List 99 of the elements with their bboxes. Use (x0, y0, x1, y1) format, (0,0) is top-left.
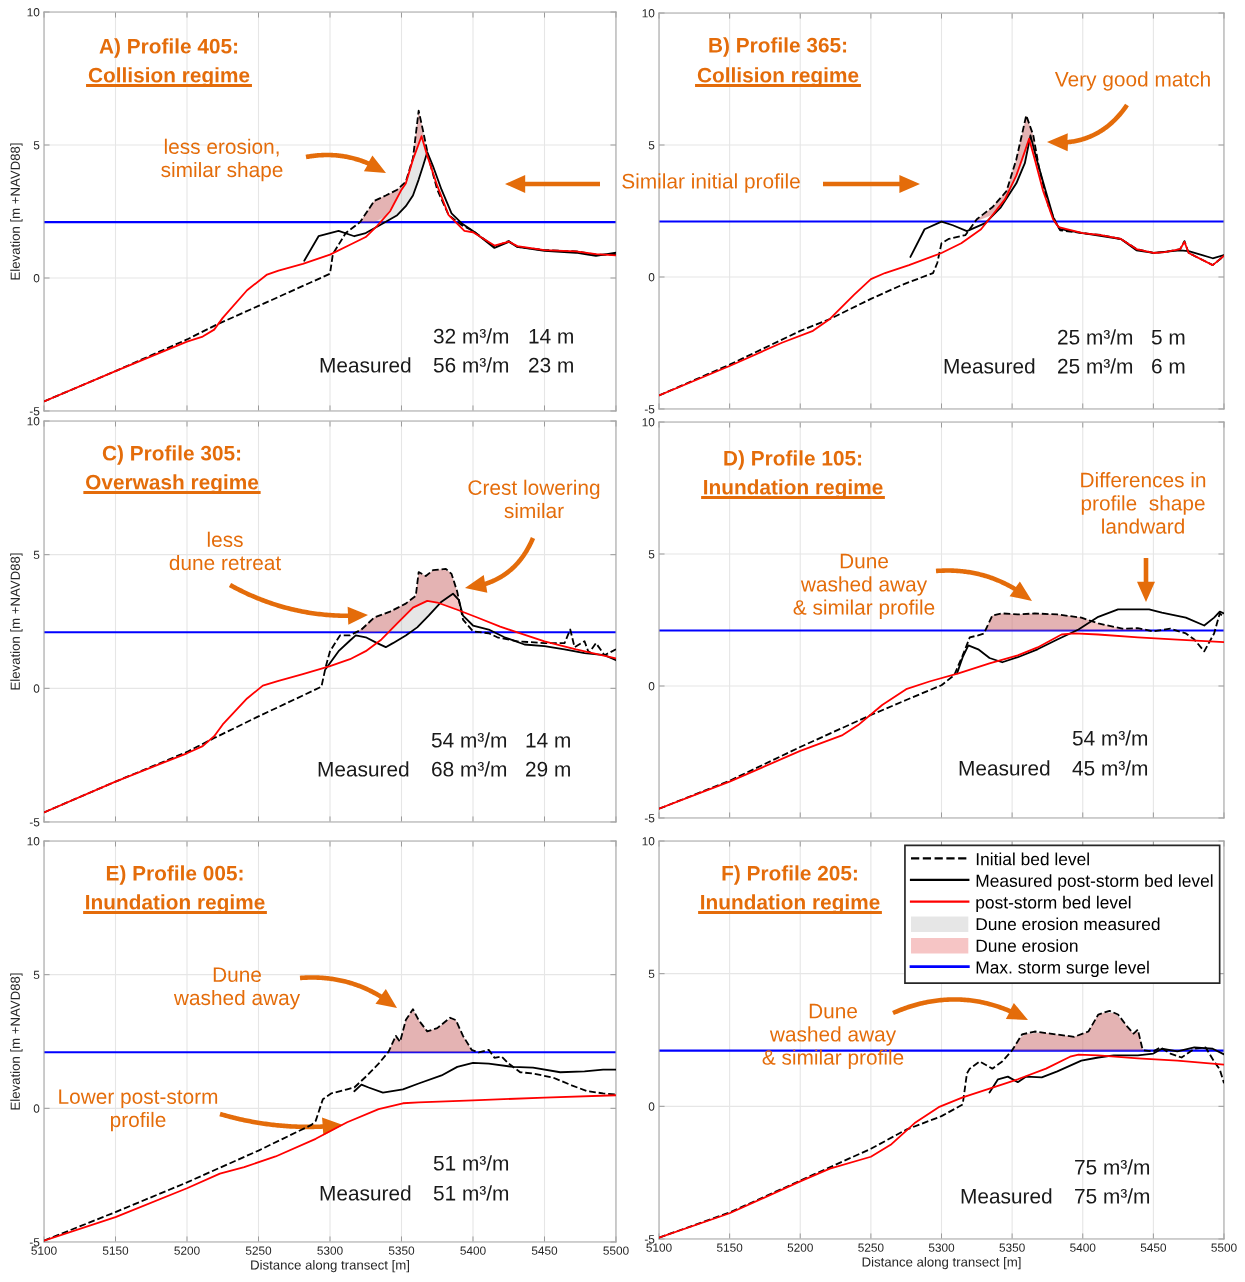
text: A) Profile 405: (99, 38, 238, 58)
annotation: 51 m³/m (433, 1155, 509, 1171)
annotation: Crest lowering similar (468, 479, 600, 519)
y-tick-label: 5 (33, 550, 40, 560)
annotation: Measured (961, 1188, 1052, 1204)
annotation: 45 m³/m (1072, 760, 1148, 776)
y-tick-label: 5 (33, 970, 40, 980)
annotation: 23 m (529, 357, 573, 373)
annotation: Dune washed away & similar profile (793, 553, 935, 619)
text: Overwash regime (86, 474, 259, 494)
annotation: 75 m³/m (1075, 1159, 1150, 1175)
x-tick-label: 5250 (245, 1246, 272, 1255)
x-tick-label: 5150 (716, 1243, 743, 1252)
annotation: 32 m³/m (433, 328, 509, 344)
x-tick-label: 5400 (460, 1246, 486, 1255)
y-tick-label: -5 (644, 1235, 655, 1244)
annotation: Similar initial profile (622, 173, 800, 193)
x-tick-label: 5500 (1211, 1243, 1237, 1252)
legend-label: Measured post-storm bed level (976, 874, 1213, 891)
text: Collision regime (697, 67, 859, 87)
annotation: 75 m³/m (1075, 1188, 1150, 1204)
y-tick-label: 10 (642, 418, 655, 427)
y-tick-label: 0 (648, 682, 655, 691)
text: Inundation regime (704, 479, 883, 499)
annotation: 14 m (526, 733, 570, 748)
x-tick-label: 5200 (787, 1243, 813, 1252)
annotation: Measured (320, 357, 411, 373)
y-tick-label: -5 (29, 407, 40, 416)
y-tick-label: 5 (648, 550, 655, 559)
text: F) Profile 205: (722, 865, 857, 885)
y-tick-label: 0 (33, 1104, 40, 1113)
annotation: 25 m³/m (1058, 329, 1133, 345)
text: Inundation regime (701, 894, 880, 914)
annotation: 68 m³/m (432, 761, 507, 777)
y-tick-label: 0 (33, 684, 40, 693)
y-tick-label: 0 (648, 273, 655, 282)
annotation: Lower post-storm profile (59, 1089, 218, 1132)
annotation: less dune retreat (169, 531, 282, 571)
annotation: less erosion, similar shape (161, 138, 283, 182)
y-tick-label: -5 (644, 405, 655, 414)
annotation: Measured (959, 760, 1050, 776)
y-axis-title: Elevation [m +NAVD88] (10, 553, 23, 690)
x-axis-title: Distance along transect [m] (862, 1256, 1021, 1270)
x-tick-label: 5100 (31, 1246, 57, 1255)
annotation: Measured (320, 1185, 411, 1201)
x-tick-label: 5300 (928, 1243, 955, 1252)
x-tick-label: 5150 (102, 1246, 129, 1255)
legend-label: Max. storm surge level (976, 960, 1149, 978)
annotation: 29 m (526, 761, 570, 777)
annotation: Differences in profile shape landward (1081, 472, 1206, 534)
annotation: 14 m (529, 329, 573, 344)
text: D) Profile 105: (724, 450, 862, 470)
annotation: Measured (318, 761, 409, 777)
x-tick-label: 5450 (531, 1246, 558, 1255)
annotation: Very good match (1054, 71, 1210, 91)
y-tick-label: 5 (33, 141, 40, 150)
x-tick-label: 5250 (858, 1243, 884, 1252)
x-tick-label: 5300 (317, 1246, 343, 1255)
annotation: Measured (944, 358, 1035, 374)
legend-label: Dune erosion (976, 939, 1078, 952)
text: E) Profile 005: (106, 865, 243, 885)
x-tick-label: 5500 (603, 1246, 629, 1255)
y-axis-title: Elevation [m +NAVD88] (10, 143, 23, 280)
y-tick-label: 0 (33, 274, 40, 283)
x-tick-label: 5200 (174, 1246, 200, 1255)
text: B) Profile 365: (709, 37, 847, 57)
y-tick-label: 10 (27, 837, 40, 846)
x-tick-label: 5350 (999, 1243, 1025, 1252)
annotation: 51 m³/m (433, 1185, 509, 1201)
annotation: Dune washed away & similar profile (762, 1003, 904, 1069)
y-tick-label: 10 (642, 9, 655, 18)
annotation: Dune washed away (173, 967, 301, 1010)
text: Inundation regime (86, 894, 265, 914)
x-axis-title: Distance along transect [m] (251, 1259, 409, 1273)
y-tick-label: -5 (644, 814, 655, 823)
y-tick-label: -5 (29, 1238, 40, 1247)
y-tick-label: 10 (642, 837, 655, 846)
y-tick-label: 5 (648, 969, 655, 979)
text: Collision regime (88, 67, 250, 87)
x-tick-label: 5350 (388, 1246, 415, 1255)
y-tick-label: 10 (27, 8, 40, 17)
y-tick-label: -5 (29, 818, 40, 827)
annotation: 54 m³/m (1072, 730, 1148, 746)
text: C) Profile 305: (102, 445, 241, 465)
annotation: 54 m³/m (431, 732, 507, 748)
y-tick-label: 0 (648, 1102, 655, 1111)
x-tick-label: 5400 (1070, 1243, 1096, 1252)
y-tick-label: 10 (27, 417, 40, 426)
annotation: 6 m (1152, 358, 1185, 374)
legend-label: Initial bed level (976, 852, 1089, 866)
legend-label: Dune erosion measured (976, 917, 1160, 931)
x-tick-label: 5450 (1140, 1243, 1167, 1252)
x-tick-label: 5100 (646, 1243, 672, 1252)
legend-label: post-storm bed level (976, 895, 1131, 913)
annotation: 25 m³/m (1058, 358, 1133, 374)
annotation: 56 m³/m (433, 357, 509, 373)
y-tick-label: 5 (648, 141, 655, 150)
y-axis-title: Elevation [m +NAVD88] (10, 973, 23, 1110)
annotation: 5 m (1151, 330, 1185, 345)
